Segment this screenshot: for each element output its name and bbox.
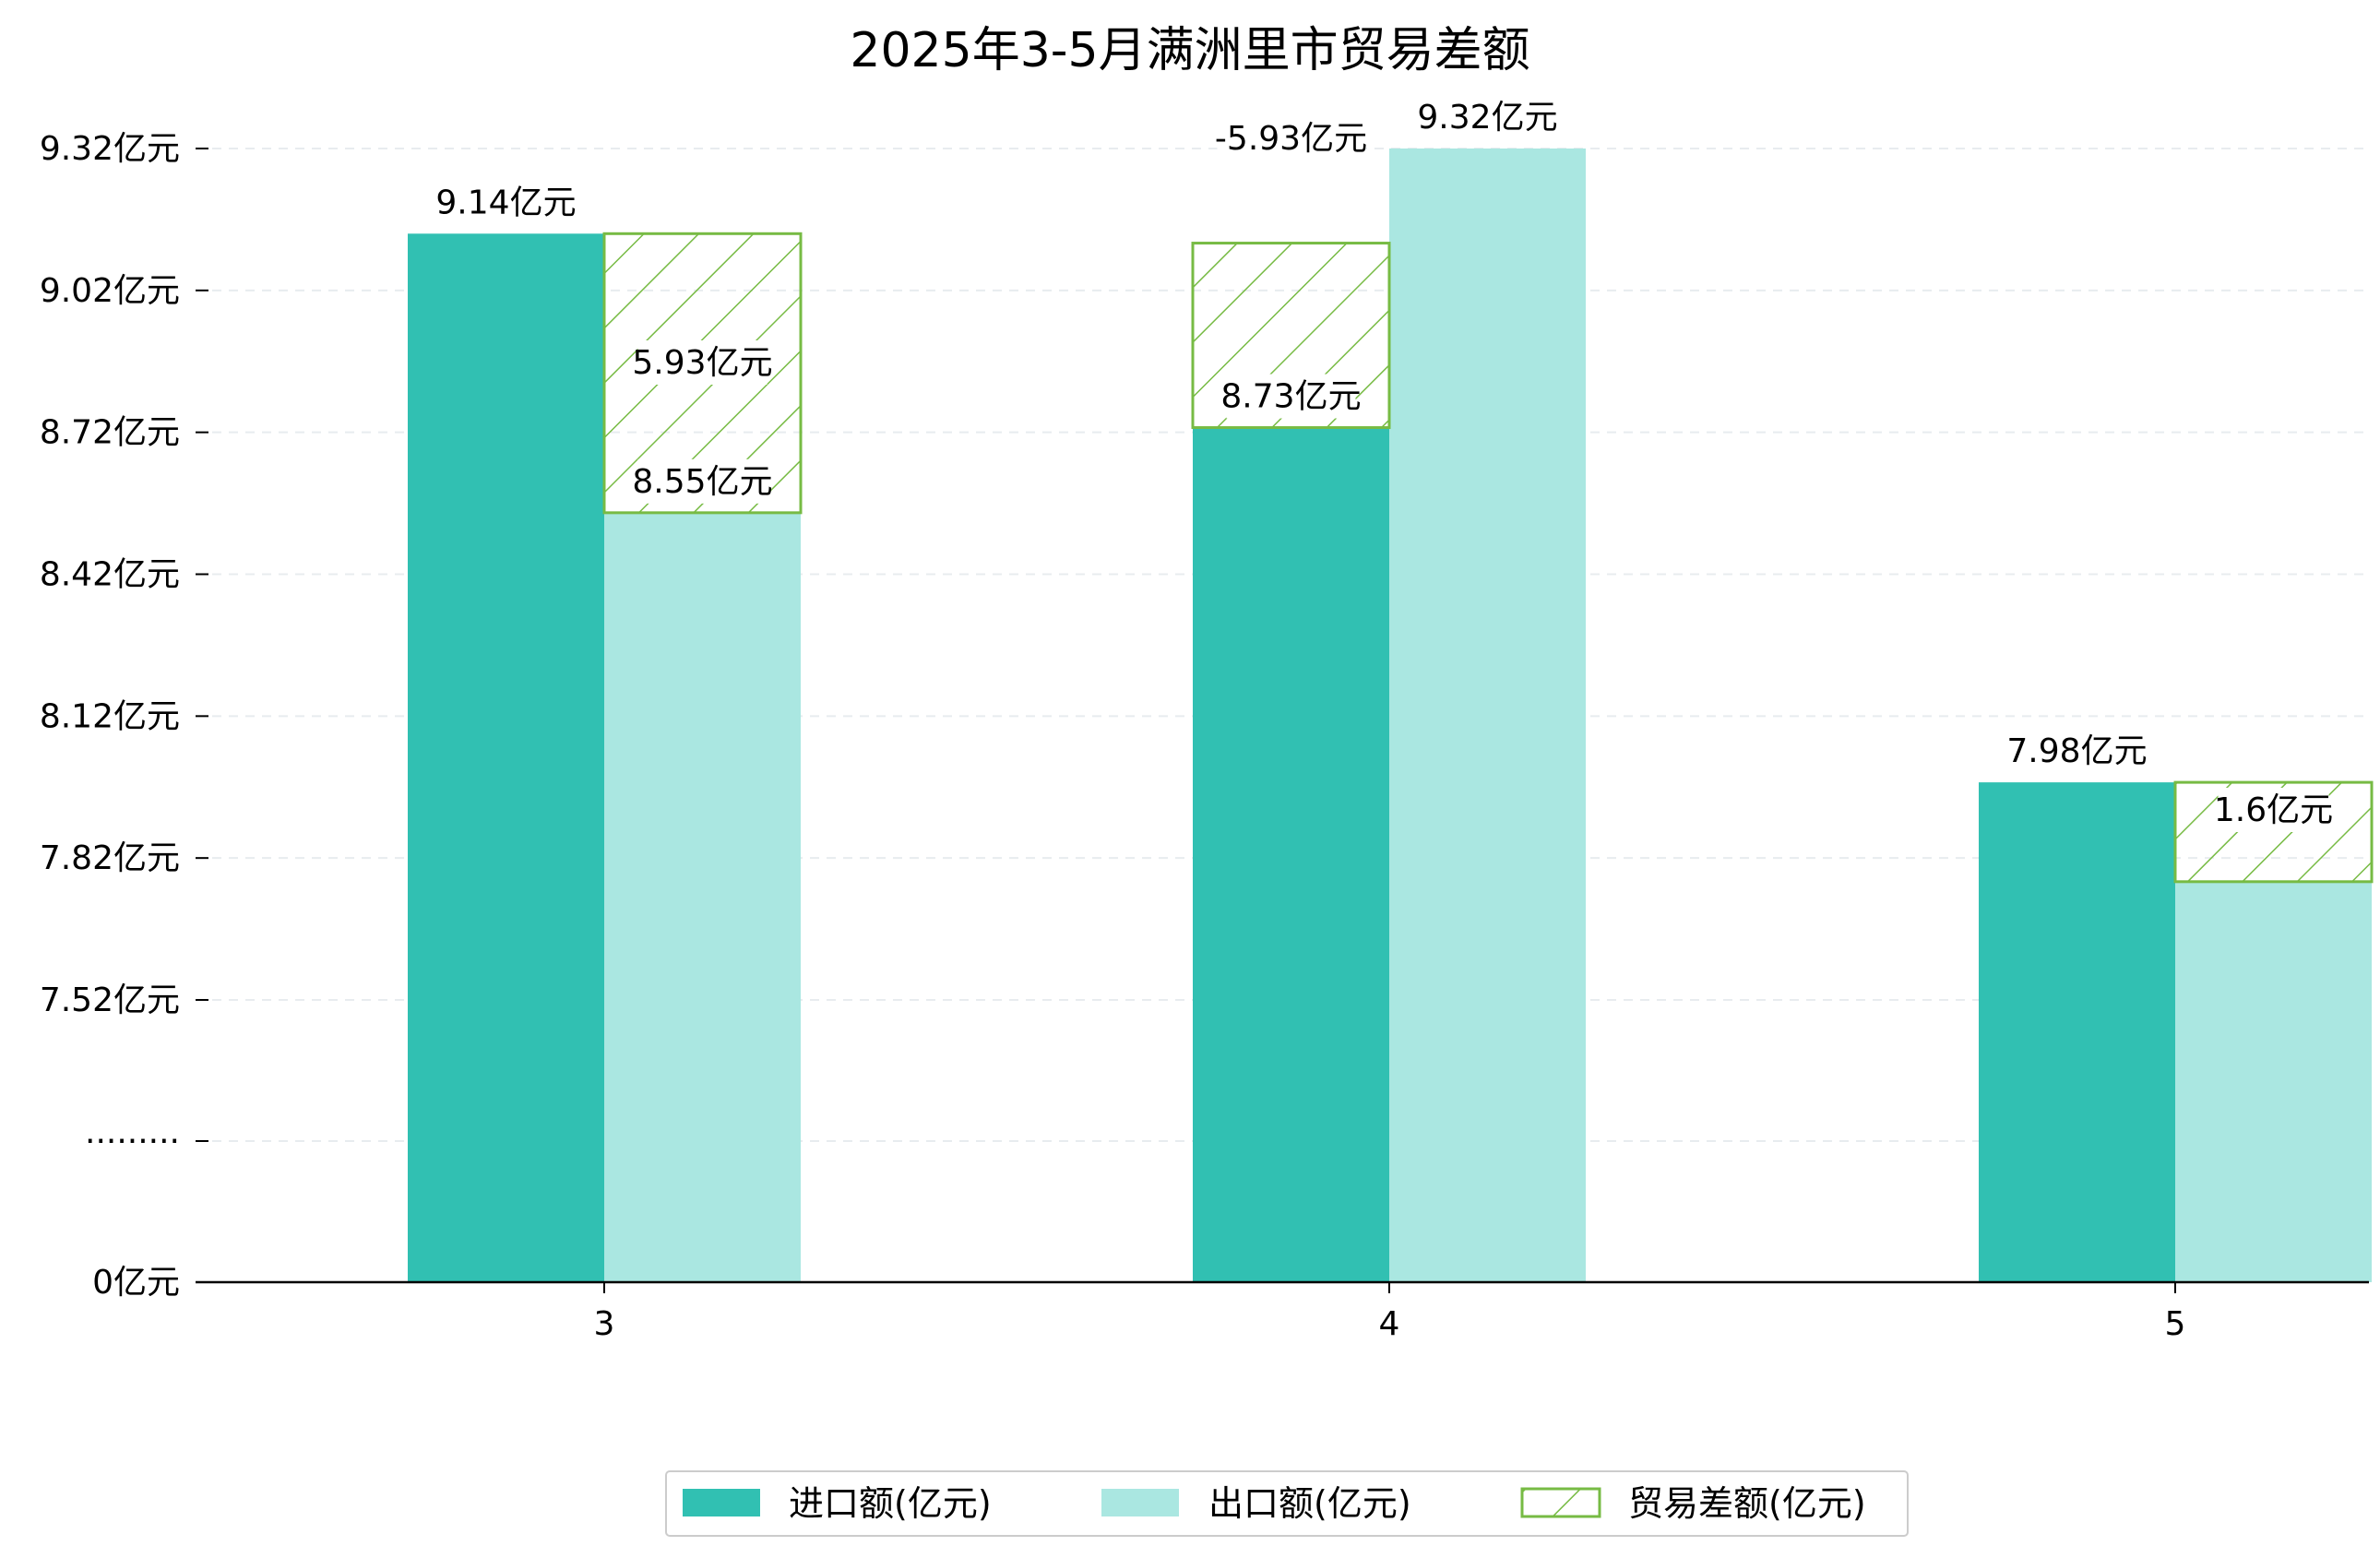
- bar-import: [408, 233, 604, 1282]
- bar-export: [1389, 149, 1586, 1282]
- data-label-bg: [2218, 788, 2329, 832]
- data-label: 5.93亿元: [632, 344, 772, 382]
- y-tick-label: 8.42亿元: [40, 556, 180, 594]
- bar-import: [1979, 782, 2175, 1282]
- x-axis: 3 4 5: [196, 1280, 2369, 1343]
- data-label: 9.32亿元: [1417, 99, 1557, 137]
- data-label: 7.98亿元: [2006, 732, 2147, 770]
- bar-import: [1193, 427, 1389, 1282]
- data-label: 1.6亿元: [2214, 791, 2333, 829]
- y-tick-label: 7.82亿元: [40, 839, 180, 877]
- y-tick-label: 9.32亿元: [40, 130, 180, 168]
- bars: [408, 149, 2374, 1282]
- data-labels: 9.14亿元 8.55亿元 8.73亿元 9.32亿元 7.98亿元 5.93亿元 -5.9…: [435, 95, 2333, 832]
- bar-export: [2175, 881, 2372, 1282]
- legend-swatch: [1101, 1489, 1179, 1516]
- y-axis: 0亿元 ········· 7.52亿元 7.82亿元 8.12亿元 8.42亿元 8.72…: [40, 130, 208, 1302]
- legend-label: 进口额(亿元): [789, 1483, 992, 1524]
- x-tick-label: 4: [1379, 1305, 1400, 1343]
- x-tick-label: 3: [594, 1305, 615, 1343]
- data-label: 9.14亿元: [435, 184, 576, 221]
- data-label-bg: [637, 458, 768, 504]
- y-tick-label: 9.02亿元: [40, 272, 180, 310]
- legend-label: 出口额(亿元): [1208, 1483, 1411, 1524]
- data-label: 8.55亿元: [632, 463, 772, 501]
- bar-export: [604, 512, 801, 1282]
- y-tick-label: ·········: [85, 1123, 180, 1160]
- data-label-bg: [441, 180, 571, 225]
- legend: 进口额(亿元) 出口额(亿元) 贸易差额(亿元): [665, 1470, 1909, 1537]
- data-label: 8.73亿元: [1220, 378, 1361, 416]
- data-label-bg: [1226, 374, 1356, 419]
- legend-swatch: [1520, 1487, 1601, 1518]
- data-label-bg: [637, 340, 768, 385]
- y-tick-label: 8.72亿元: [40, 414, 180, 452]
- data-label: -5.93亿元: [1215, 120, 1367, 158]
- y-tick-label: 7.52亿元: [40, 981, 180, 1019]
- y-tick-label: 0亿元: [92, 1264, 180, 1302]
- x-tick-label: 5: [2165, 1305, 2186, 1343]
- data-label-bg: [2012, 729, 2142, 774]
- legend-label: 贸易差额(亿元): [1628, 1483, 1866, 1524]
- legend-swatch: [683, 1489, 760, 1516]
- data-label-bg: [1422, 95, 1553, 139]
- data-label-bg: [1217, 116, 1365, 161]
- chart-title: 2025年3-5月满洲里市贸易差额: [850, 23, 1529, 78]
- y-tick-label: 8.12亿元: [40, 697, 180, 735]
